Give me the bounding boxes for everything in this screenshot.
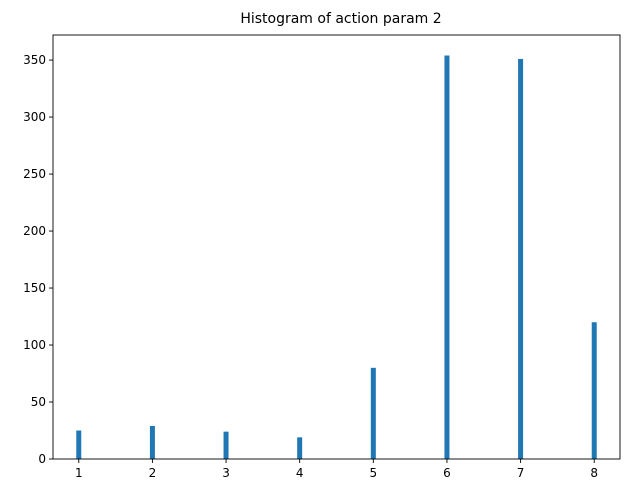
bar-6 xyxy=(444,55,450,460)
y-tick-label: 50 xyxy=(31,395,46,409)
bars-group xyxy=(76,55,597,460)
y-tick-label: 100 xyxy=(23,338,46,352)
x-tick-label: 5 xyxy=(369,466,377,480)
bar-8 xyxy=(591,322,597,459)
chart-title: Histogram of action param 2 xyxy=(240,11,441,27)
bar-3 xyxy=(223,431,229,459)
plot-frame xyxy=(52,34,621,460)
x-tick-label: 3 xyxy=(222,466,230,480)
bar-2 xyxy=(149,425,155,459)
y-axis-ticks: 0 50 100 150 200 250 300 350 xyxy=(23,53,53,466)
x-axis-ticks: 1 2 3 4 5 6 7 8 xyxy=(75,459,598,480)
x-tick-label: 6 xyxy=(443,466,451,480)
x-tick-label: 1 xyxy=(75,466,83,480)
y-tick-label: 250 xyxy=(23,167,46,181)
bar-4 xyxy=(297,437,303,459)
bar-7 xyxy=(518,58,524,459)
y-tick-label: 300 xyxy=(23,110,46,124)
y-tick-label: 200 xyxy=(23,224,46,238)
y-tick-label: 150 xyxy=(23,281,46,295)
bar-5 xyxy=(370,367,376,459)
x-tick-label: 2 xyxy=(149,466,157,480)
y-tick-label: 350 xyxy=(23,53,46,67)
bar-1 xyxy=(76,430,82,459)
x-tick-label: 8 xyxy=(590,466,598,480)
y-tick-label: 0 xyxy=(38,452,46,466)
x-tick-label: 4 xyxy=(296,466,304,480)
x-tick-label: 7 xyxy=(517,466,525,480)
